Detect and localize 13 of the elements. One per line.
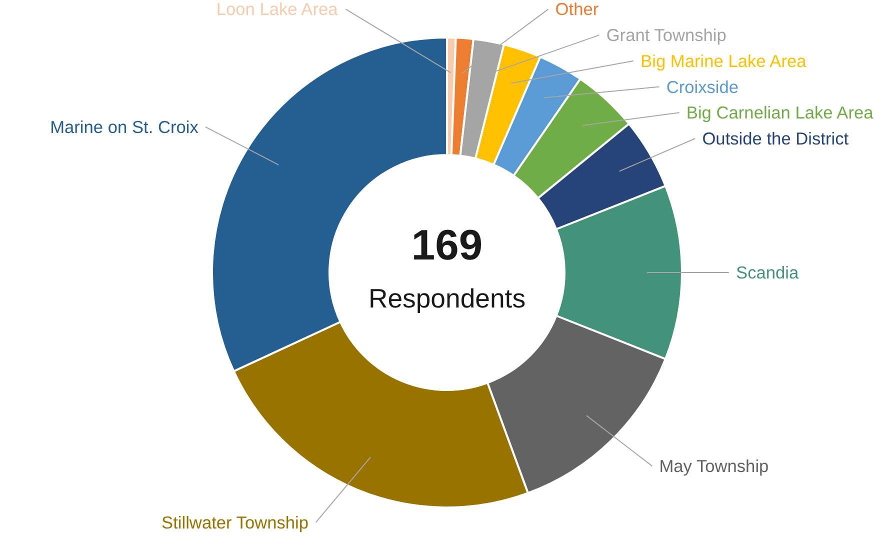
slice-label: Scandia	[736, 262, 800, 282]
slice-label: Other	[555, 0, 599, 20]
slice-label: May Township	[659, 456, 769, 476]
text: Respondents	[368, 283, 526, 314]
text: 169	[411, 221, 483, 270]
slice-label: Big Carnelian Lake Area	[686, 102, 874, 123]
slice-label: Loon Lake Area	[216, 0, 338, 20]
slice-label: Croixside	[666, 76, 739, 97]
slice-label: Grant Township	[606, 25, 726, 46]
slice-label: Marine on St. Croix	[50, 116, 199, 137]
slice-label: Big Marine Lake Area	[640, 50, 807, 71]
slice-label: Outside the District	[702, 128, 849, 148]
slice-label: Stillwater Township	[162, 512, 309, 532]
